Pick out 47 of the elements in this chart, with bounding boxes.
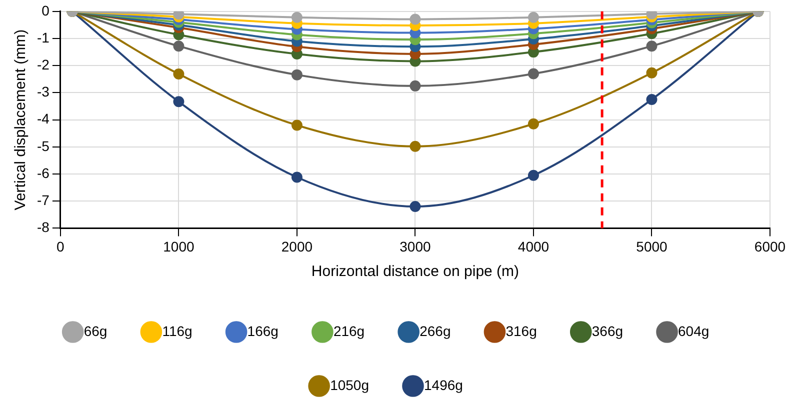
legend-label: 216g [333,322,365,339]
point [173,40,184,52]
x-tick-label: 1000 [163,238,194,254]
x-axis-title: Horizontal distance on pipe (m) [311,263,520,280]
point [646,67,658,78]
point [528,118,539,130]
x-tick-label: 5000 [636,238,668,254]
x-tick-label: 0 [56,238,65,254]
legend-label: 116g [162,322,192,339]
point [291,120,302,131]
legend-label: 266g [420,322,451,339]
y-tick-label: -4 [36,110,50,127]
point [291,69,302,80]
point [646,11,658,20]
point [291,172,302,183]
point [173,68,184,80]
x-tick-label: 4000 [518,238,550,254]
x-tick-label: 2000 [281,238,313,254]
legend-label: 1496g [424,376,463,393]
point [410,80,421,92]
point [528,68,539,80]
x-tick-label: 3000 [400,238,432,254]
legend-label: 604g [678,322,710,339]
y-tick-label: -6 [36,164,50,181]
point [410,14,421,25]
legend-label: 366g [592,322,624,339]
y-axis-title: Vertical displacement (mm) [12,29,30,210]
point [173,96,184,108]
legend-label: 66g [84,322,108,339]
legend-label: 316g [506,322,537,339]
y-tick-label: -7 [36,192,50,208]
legend-label: 166g [247,322,278,339]
point [291,12,302,23]
point [528,12,539,23]
x-tick-label: 6000 [754,238,786,254]
y-tick-label: 0 [42,2,50,18]
y-tick-label: -8 [36,219,50,236]
y-tick-label: -2 [36,56,50,72]
point [410,140,421,152]
legend-label: 1050g [330,376,370,393]
point [646,40,658,52]
point [410,201,421,212]
point [528,170,539,181]
point [646,94,658,105]
y-tick-label: -5 [36,138,50,154]
y-tick-label: -3 [36,84,50,100]
y-tick-label: -1 [36,29,50,46]
